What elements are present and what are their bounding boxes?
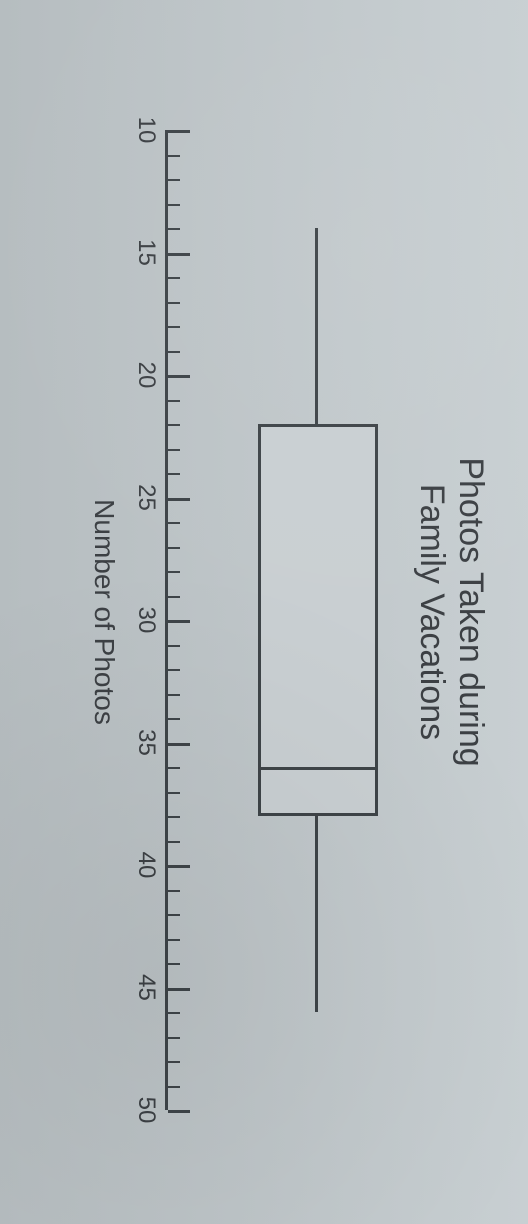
tick-label: 40	[132, 852, 160, 879]
minor-tick	[168, 473, 180, 475]
minor-tick	[168, 228, 180, 230]
minor-tick	[168, 718, 180, 720]
whisker-high	[315, 816, 318, 1012]
major-tick	[168, 1110, 190, 1113]
x-axis-label: Number of Photos	[88, 0, 120, 1224]
chart-title: Photos Taken during Family Vacations	[412, 0, 490, 1224]
minor-tick	[168, 792, 180, 794]
minor-tick	[168, 963, 180, 965]
iqr-box	[258, 424, 378, 816]
chart-title-line2: Family Vacations	[412, 0, 451, 1224]
tick-label: 50	[132, 1097, 160, 1124]
minor-tick	[168, 669, 180, 671]
minor-tick	[168, 1012, 180, 1014]
minor-tick	[168, 547, 180, 549]
minor-tick	[168, 1037, 180, 1039]
chart-canvas: Photos Taken during Family Vacations 10 1…	[0, 0, 528, 1224]
minor-tick	[168, 449, 180, 451]
minor-tick	[168, 326, 180, 328]
minor-tick	[168, 571, 180, 573]
minor-tick	[168, 841, 180, 843]
median-line	[258, 767, 378, 770]
major-tick	[168, 988, 190, 991]
major-tick	[168, 375, 190, 378]
minor-tick	[168, 939, 180, 941]
tick-label: 10	[132, 117, 160, 144]
minor-tick	[168, 155, 180, 157]
tick-label: 20	[132, 362, 160, 389]
tick-label: 30	[132, 607, 160, 634]
minor-tick	[168, 351, 180, 353]
major-tick	[168, 743, 190, 746]
tick-label: 25	[132, 484, 160, 511]
tick-label: 15	[132, 239, 160, 266]
minor-tick	[168, 204, 180, 206]
minor-tick	[168, 816, 180, 818]
chart-title-line1: Photos Taken during	[451, 0, 490, 1224]
minor-tick	[168, 596, 180, 598]
tick-label: 35	[132, 729, 160, 756]
minor-tick	[168, 424, 180, 426]
minor-tick	[168, 645, 180, 647]
minor-tick	[168, 522, 180, 524]
minor-tick	[168, 767, 180, 769]
minor-tick	[168, 179, 180, 181]
boxplot-area: 101520253035404550	[78, 130, 378, 1110]
minor-tick	[168, 914, 180, 916]
major-tick	[168, 498, 190, 501]
minor-tick	[168, 1086, 180, 1088]
whisker-low	[315, 228, 318, 424]
minor-tick	[168, 890, 180, 892]
minor-tick	[168, 302, 180, 304]
major-tick	[168, 620, 190, 623]
major-tick	[168, 253, 190, 256]
minor-tick	[168, 694, 180, 696]
rotated-scene: Photos Taken during Family Vacations 10 1…	[0, 0, 528, 1224]
tick-label: 45	[132, 974, 160, 1001]
major-tick	[168, 865, 190, 868]
minor-tick	[168, 1061, 180, 1063]
major-tick	[168, 130, 190, 133]
minor-tick	[168, 400, 180, 402]
minor-tick	[168, 277, 180, 279]
